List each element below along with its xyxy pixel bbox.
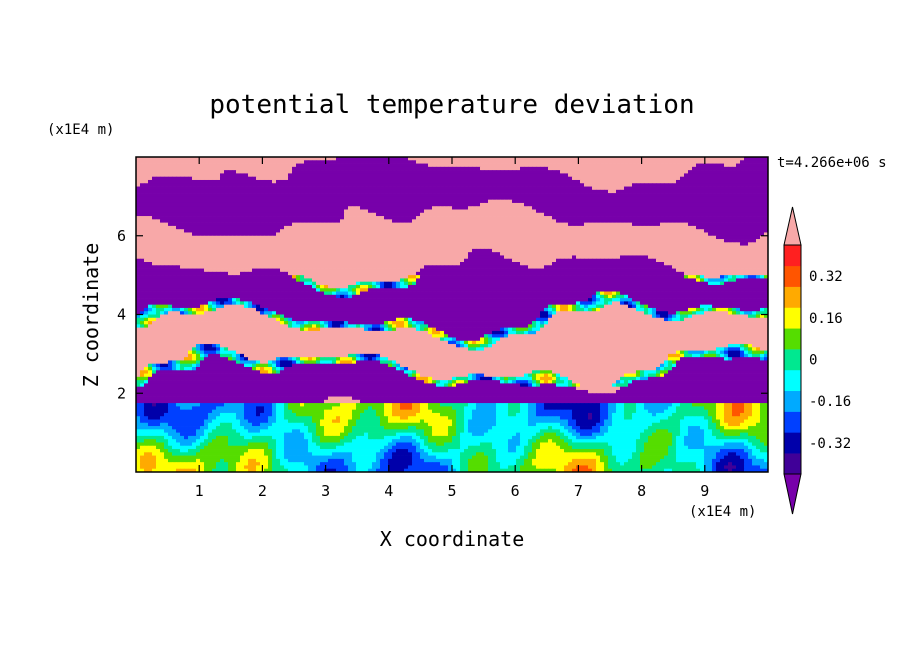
x-tick-label: 5 — [447, 482, 456, 500]
x-tick-label: 7 — [574, 482, 583, 500]
x-unit-label: (x1E4 m) — [689, 504, 756, 520]
colorbar-swatch — [784, 453, 801, 474]
y-tick-label: 4 — [117, 306, 126, 324]
colorbar-swatch — [784, 266, 801, 287]
y-unit-label: (x1E4 m) — [47, 122, 114, 138]
colorbar-tick-label: 0.16 — [809, 311, 843, 327]
x-tick-label: 2 — [258, 482, 267, 500]
colorbar-swatch — [784, 412, 801, 433]
y-tick-label: 2 — [117, 384, 126, 402]
colorbar-swatch — [784, 328, 801, 349]
x-tick-label: 8 — [637, 482, 646, 500]
x-tick-label: 9 — [700, 482, 709, 500]
colorbar-swatch — [784, 432, 801, 453]
colorbar-tick-label: -0.32 — [809, 436, 851, 452]
chart-title: potential temperature deviation — [209, 90, 694, 120]
colorbar-swatch — [784, 349, 801, 370]
contour-field — [136, 157, 768, 472]
colorbar-swatch — [784, 391, 801, 412]
x-tick-label: 4 — [384, 482, 393, 500]
colorbar-tick-label: 0 — [809, 353, 817, 369]
colorbar: 0.32 0.16 0 -0.16 -0.32 — [784, 207, 851, 514]
colorbar-swatch — [784, 370, 801, 391]
y-tick-label: 6 — [117, 227, 126, 245]
time-label: t=4.266e+06 s — [777, 155, 887, 171]
x-tick-label: 6 — [511, 482, 520, 500]
x-axis-label: X coordinate — [380, 527, 525, 551]
colorbar-tick-label: -0.16 — [809, 394, 851, 410]
y-axis-label: Z coordinate — [79, 243, 103, 388]
colorbar-swatch — [784, 245, 801, 266]
colorbar-swatch — [784, 307, 801, 328]
colorbar-upper-extend — [784, 207, 801, 245]
colorbar-tick-label: 0.32 — [809, 269, 843, 285]
x-tick-label: 1 — [195, 482, 204, 500]
colorbar-swatch — [784, 287, 801, 308]
colorbar-lower-extend — [784, 474, 801, 514]
x-tick-label: 3 — [321, 482, 330, 500]
